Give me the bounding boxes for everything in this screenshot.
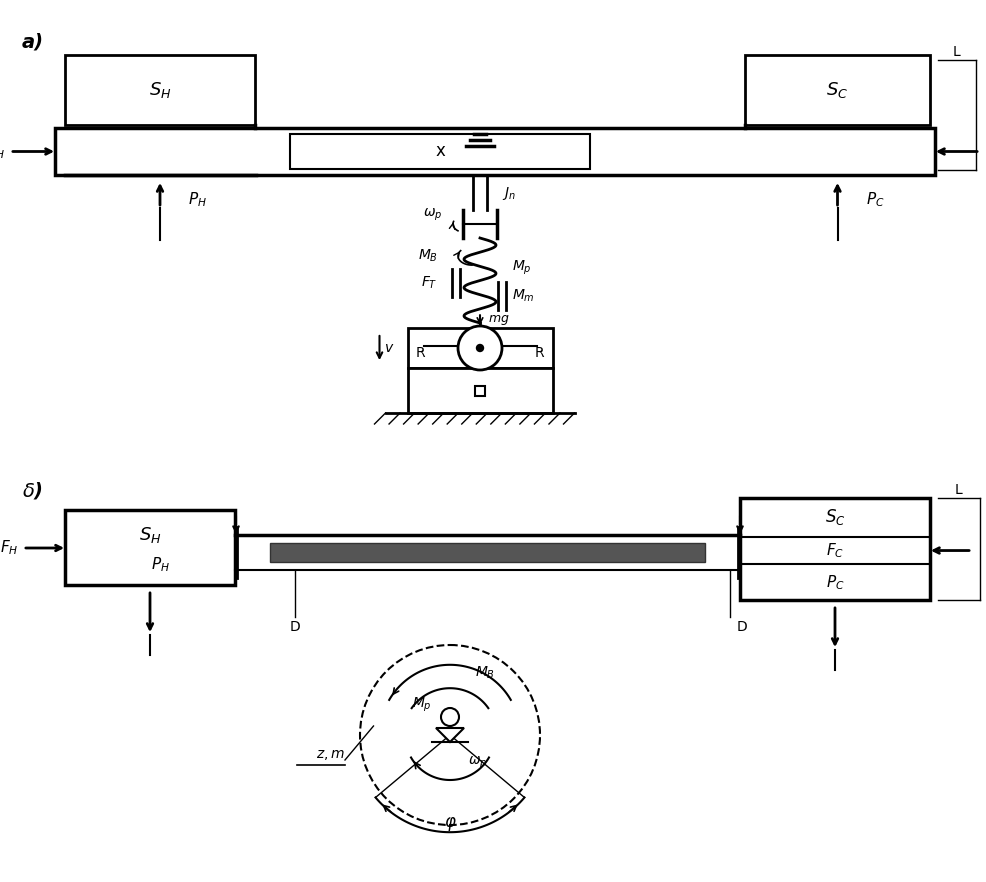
Text: $M_B$: $M_B$	[474, 665, 494, 682]
Text: D: D	[736, 620, 746, 634]
Circle shape	[458, 326, 502, 370]
Bar	[55, 128, 934, 175]
Bar	[474, 385, 484, 395]
Text: $S_C$: $S_C$	[824, 507, 844, 527]
Bar	[65, 510, 235, 585]
Text: $F_C$: $F_C$	[825, 542, 843, 560]
Text: $mg$: $mg$	[487, 313, 509, 327]
Text: $z, m$: $z, m$	[316, 748, 345, 762]
Text: $F_T$: $F_T$	[421, 275, 438, 291]
Polygon shape	[436, 728, 463, 742]
Bar	[270, 543, 704, 562]
Bar	[744, 55, 929, 125]
Bar	[407, 328, 552, 368]
Text: $S_H$: $S_H$	[149, 80, 172, 100]
Text: x: x	[435, 143, 445, 161]
Text: $S_C$: $S_C$	[825, 80, 848, 100]
Bar	[65, 55, 254, 125]
Text: R: R	[415, 346, 425, 360]
Circle shape	[476, 345, 483, 352]
Text: $M_p$: $M_p$	[512, 258, 531, 277]
Circle shape	[441, 708, 458, 726]
Text: $F_C$: $F_C$	[984, 142, 986, 161]
Text: $F_H$: $F_H$	[0, 539, 18, 557]
Text: $\omega_p$: $\omega_p$	[422, 207, 442, 223]
Text: $P_C$: $P_C$	[825, 572, 843, 592]
Text: v: v	[386, 341, 393, 355]
Text: D: D	[289, 620, 300, 634]
Text: $M_m$: $M_m$	[512, 288, 534, 304]
Text: R: R	[534, 346, 544, 360]
Bar	[476, 345, 483, 352]
Text: a): a)	[22, 32, 44, 51]
Bar	[290, 134, 590, 169]
Text: $J_n$: $J_n$	[502, 184, 516, 201]
Circle shape	[360, 645, 539, 825]
Text: $S_H$: $S_H$	[139, 525, 161, 545]
Text: $M_p$: $M_p$	[411, 695, 431, 714]
Bar	[740, 498, 929, 600]
Text: $F_H$: $F_H$	[0, 142, 5, 161]
Bar	[407, 368, 552, 413]
Text: L: L	[954, 483, 962, 497]
Text: $P_H$: $P_H$	[151, 556, 170, 574]
Text: $P_C$: $P_C$	[865, 191, 883, 209]
Text: $\delta$): $\delta$)	[22, 480, 43, 501]
Text: $\varphi$: $\varphi$	[443, 816, 456, 833]
Text: $M_B$: $M_B$	[417, 248, 438, 265]
Text: L: L	[952, 45, 960, 59]
Text: $\omega_p$: $\omega_p$	[467, 755, 487, 771]
Text: $P_H$: $P_H$	[187, 191, 207, 209]
